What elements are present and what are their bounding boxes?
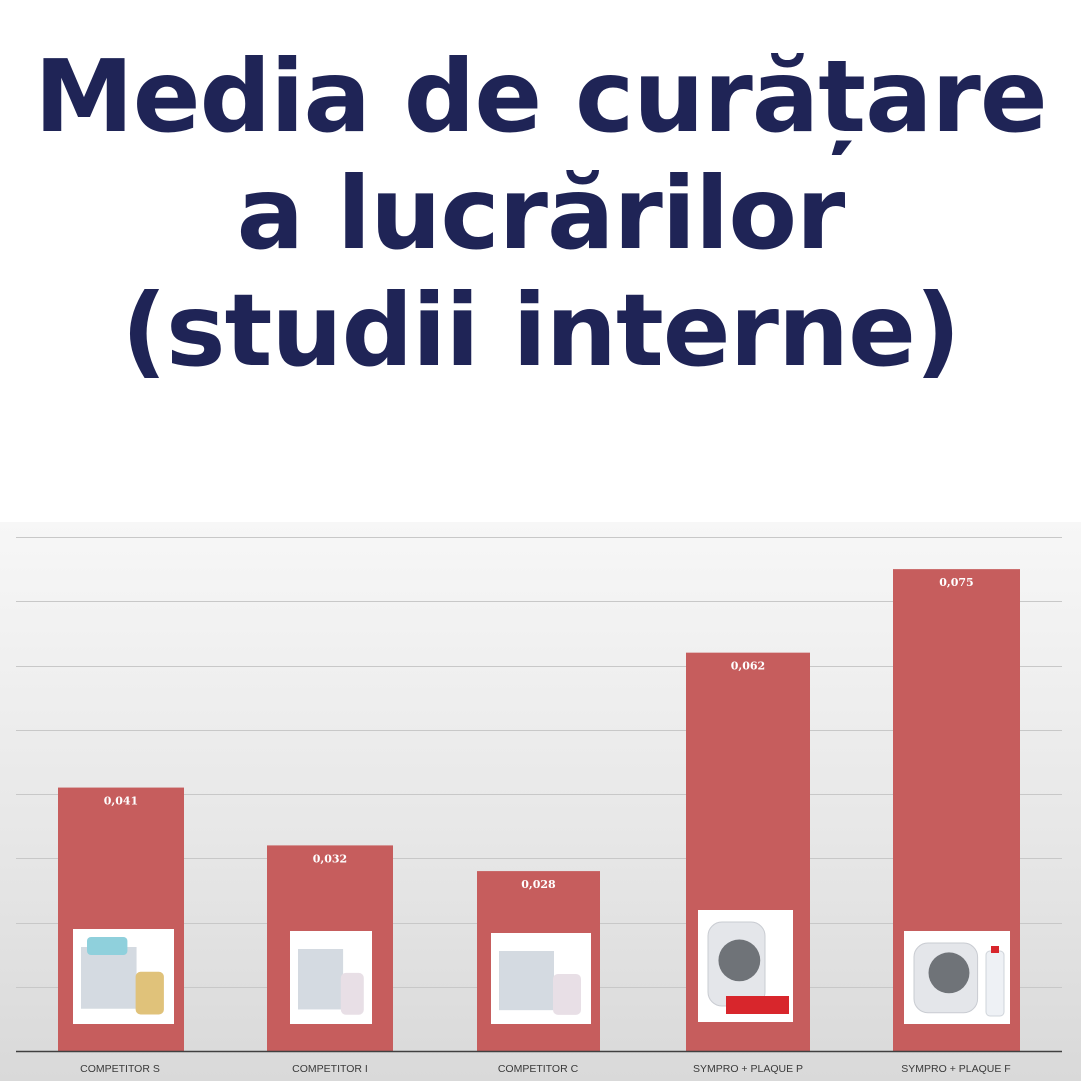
sympro-plaque-p-product-image <box>698 910 793 1022</box>
title-line-2: a lucrărilor <box>236 155 846 272</box>
bar-chart: 0,041 0,032 0,028 0,062 0,075 COMPETITOR S COM… <box>0 522 1081 1081</box>
x-tick-label: COMPETITOR I <box>292 1063 368 1075</box>
title-line-3: (studii interne) <box>121 272 960 389</box>
data-label: 0,032 <box>313 852 347 865</box>
competitor-s-product-image <box>73 929 174 1024</box>
sympro-plaque-f-product-image <box>904 931 1010 1024</box>
competitor-c-product-image <box>491 933 591 1024</box>
chart-svg: 0,041 0,032 0,028 0,062 0,075 COMPETITOR S COM… <box>16 537 1062 1075</box>
data-label: 0,075 <box>939 576 973 589</box>
page-title: Media de curățare a lucrărilor (studii i… <box>0 38 1081 389</box>
title-line-1: Media de curățare <box>34 38 1047 155</box>
data-label: 0,041 <box>104 795 138 808</box>
competitor-i-product-image <box>290 931 372 1024</box>
x-tick-label: SYMPRO + PLAQUE F <box>901 1063 1010 1075</box>
data-label: 0,062 <box>731 660 765 673</box>
x-tick-label: SYMPRO + PLAQUE P <box>693 1063 803 1075</box>
x-tick-label: COMPETITOR S <box>80 1063 160 1075</box>
x-tick-label: COMPETITOR C <box>498 1063 579 1075</box>
data-label: 0,028 <box>521 878 556 891</box>
